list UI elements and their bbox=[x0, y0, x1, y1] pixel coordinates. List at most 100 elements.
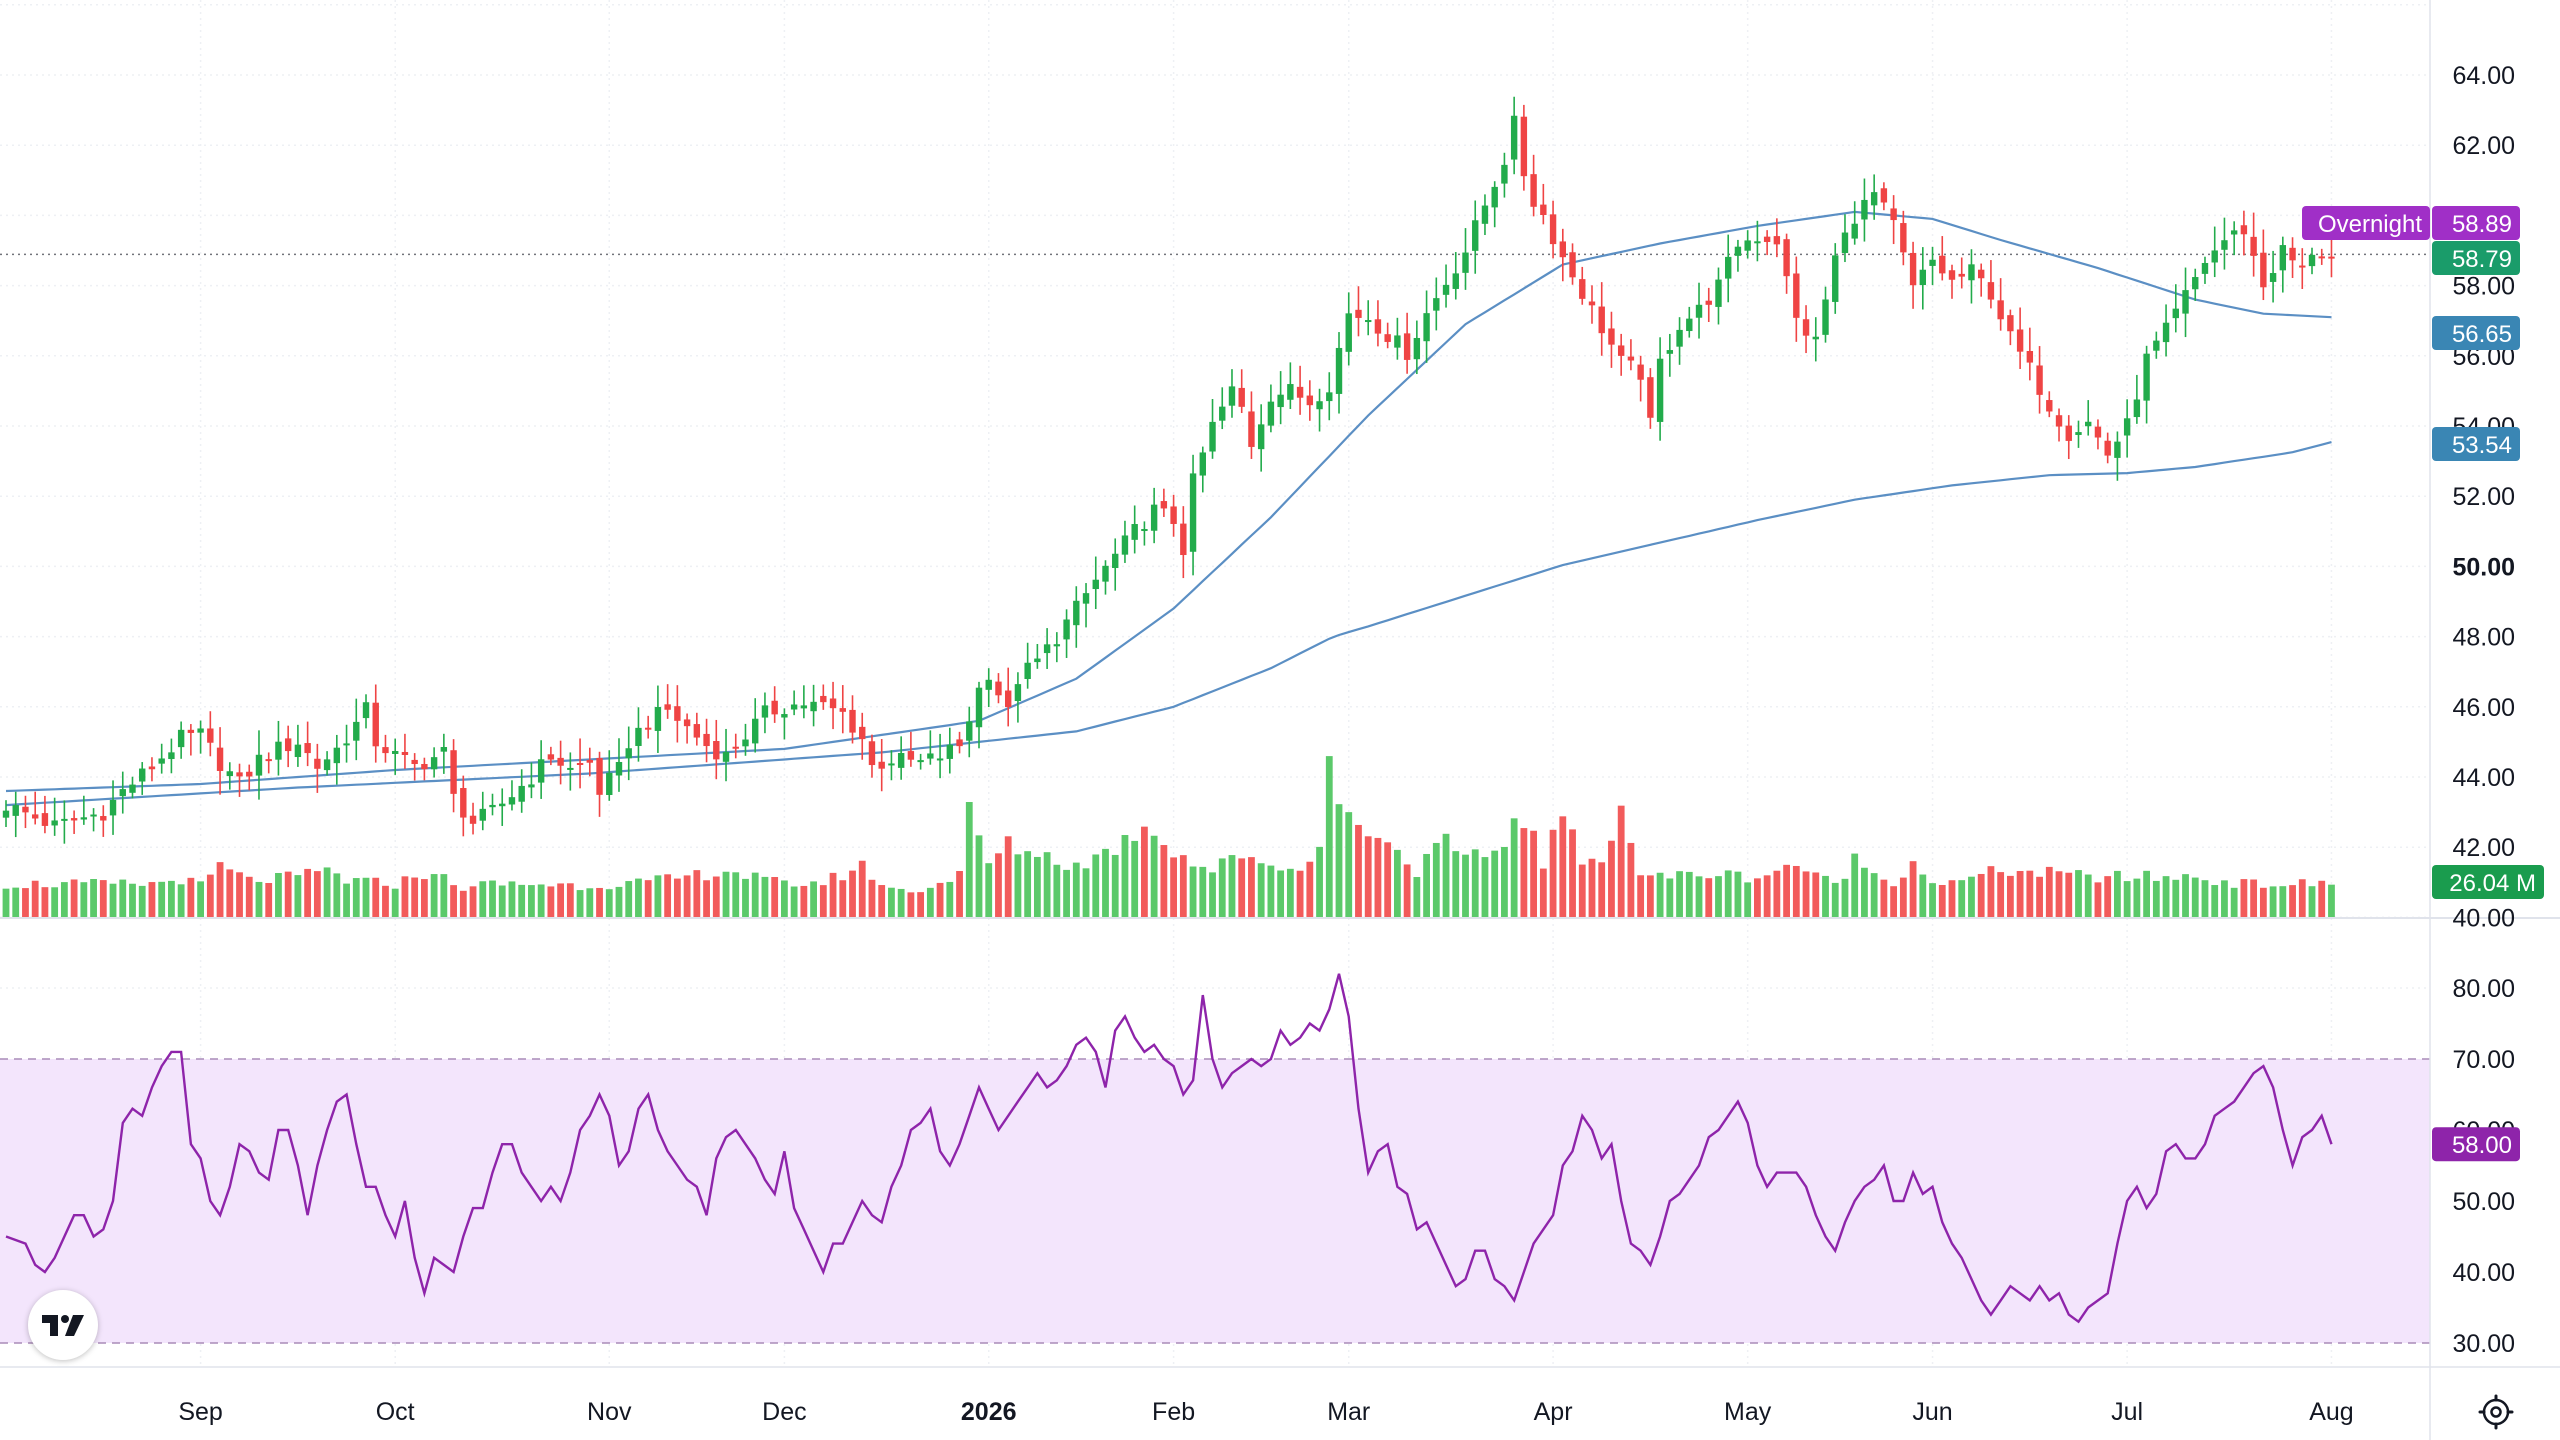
volume-bar bbox=[2065, 872, 2073, 919]
candle-body bbox=[625, 748, 632, 759]
candle-body bbox=[12, 805, 19, 816]
candle-body bbox=[946, 744, 954, 759]
candle-body bbox=[839, 708, 846, 712]
candle-body bbox=[1491, 186, 1498, 208]
candle-body bbox=[294, 744, 302, 758]
price-axis[interactable]: 64.0062.0060.0058.0056.0054.0052.0050.00… bbox=[2452, 62, 2515, 932]
volume-bar bbox=[1569, 829, 1576, 919]
time-tick-label: May bbox=[1724, 1398, 1772, 1426]
volume-bar bbox=[2211, 885, 2219, 919]
candle-body bbox=[693, 724, 701, 738]
volume-bar bbox=[1491, 850, 1499, 919]
tradingview-logo-icon[interactable] bbox=[28, 1290, 98, 1360]
volume-bar bbox=[352, 878, 360, 919]
volume-bar bbox=[41, 887, 49, 919]
volume-bar bbox=[1121, 835, 1129, 919]
candle-body bbox=[1121, 535, 1129, 555]
volume-bar bbox=[313, 871, 321, 919]
volume-bar bbox=[1929, 883, 1936, 919]
candle-body bbox=[1170, 506, 1177, 524]
volume-bar bbox=[800, 885, 808, 919]
settings-gear-icon[interactable] bbox=[2476, 1392, 2516, 1432]
candle-body bbox=[187, 729, 195, 733]
candle-body bbox=[995, 681, 1002, 696]
candle-body bbox=[1034, 658, 1041, 663]
time-tick-label: Dec bbox=[762, 1398, 806, 1426]
time-axis[interactable]: Sep Oct Nov Dec 2026 Feb Mar Apr May Jun Jul Aug bbox=[178, 1398, 2353, 1426]
candle-body bbox=[1695, 304, 1703, 318]
volume-bar bbox=[489, 880, 496, 919]
candle-body bbox=[2221, 240, 2228, 250]
volume-bar bbox=[1880, 879, 1888, 919]
candle-body bbox=[1627, 356, 1635, 361]
candle-body bbox=[2055, 415, 2063, 427]
volume-bar bbox=[226, 869, 234, 919]
volume-bar bbox=[294, 875, 302, 919]
candle-body bbox=[1004, 690, 1012, 708]
candle-body bbox=[2104, 440, 2111, 456]
volume-bar bbox=[1199, 866, 1207, 919]
time-tick-label: 2026 bbox=[961, 1398, 1017, 1426]
overnight-label-badge: Overnight bbox=[2318, 211, 2422, 238]
candle-body bbox=[1880, 188, 1888, 203]
volume-bar bbox=[888, 887, 895, 919]
volume-bar bbox=[693, 870, 701, 919]
candle-body bbox=[1248, 411, 1255, 447]
volume-bar bbox=[2045, 866, 2053, 919]
volume-bar bbox=[265, 883, 273, 919]
volume-bar bbox=[430, 874, 438, 919]
candle-body bbox=[129, 784, 136, 793]
volume-bar bbox=[1831, 882, 1839, 919]
volume-bar bbox=[635, 878, 642, 919]
volume-bar bbox=[1209, 872, 1216, 919]
candle-body bbox=[1520, 116, 1528, 177]
candle-body bbox=[1219, 406, 1226, 421]
volume-bar bbox=[148, 882, 156, 919]
candle-body bbox=[1929, 259, 1936, 266]
volume-bar bbox=[2308, 886, 2316, 919]
volume-bar bbox=[1608, 840, 1615, 919]
volume-bar bbox=[450, 885, 457, 919]
volume-bar bbox=[936, 882, 944, 919]
candle-body bbox=[2133, 399, 2141, 418]
time-tick-label: Oct bbox=[376, 1398, 415, 1426]
volume-bar bbox=[60, 882, 68, 919]
candle-body bbox=[362, 702, 370, 719]
candle-body bbox=[158, 758, 165, 764]
candle-body bbox=[372, 702, 379, 747]
candle-body bbox=[1705, 300, 1712, 305]
volume-bar bbox=[31, 880, 39, 919]
candle-body bbox=[22, 806, 29, 813]
candle-body bbox=[1686, 318, 1693, 332]
candle-body bbox=[606, 772, 613, 795]
candle-body bbox=[2230, 230, 2238, 235]
ma-long-badge-bg bbox=[2432, 427, 2520, 461]
candle-body bbox=[2123, 418, 2131, 436]
volume-bar bbox=[1783, 864, 1790, 919]
price-badges: Overnight 58.89 58.79 56.65 53.54 26.04 M 58.0… bbox=[2302, 206, 2544, 1162]
candle-body bbox=[1530, 174, 1537, 207]
volume-bar bbox=[1851, 853, 1859, 919]
volume-bar bbox=[1082, 868, 1090, 919]
candle-body bbox=[2289, 247, 2296, 261]
candle-body bbox=[1131, 524, 1138, 540]
candle-body bbox=[1433, 298, 1440, 311]
candle-body bbox=[41, 813, 49, 826]
candle-body bbox=[1977, 269, 1985, 279]
volume-bar bbox=[1627, 842, 1635, 919]
candle-body bbox=[1209, 421, 1216, 452]
volume-bar bbox=[2055, 871, 2063, 919]
candle-body bbox=[2094, 426, 2102, 438]
volume-bar bbox=[1792, 865, 1800, 919]
candle-body bbox=[1734, 246, 1742, 256]
candle-body bbox=[1783, 239, 1790, 277]
volume-bar bbox=[1861, 867, 1868, 919]
volume-bar bbox=[566, 883, 574, 919]
candle-body bbox=[440, 747, 448, 752]
candle-body bbox=[897, 752, 905, 768]
volume-bar bbox=[1773, 870, 1781, 919]
volume-bar bbox=[1695, 876, 1703, 919]
candle-body bbox=[576, 763, 584, 766]
